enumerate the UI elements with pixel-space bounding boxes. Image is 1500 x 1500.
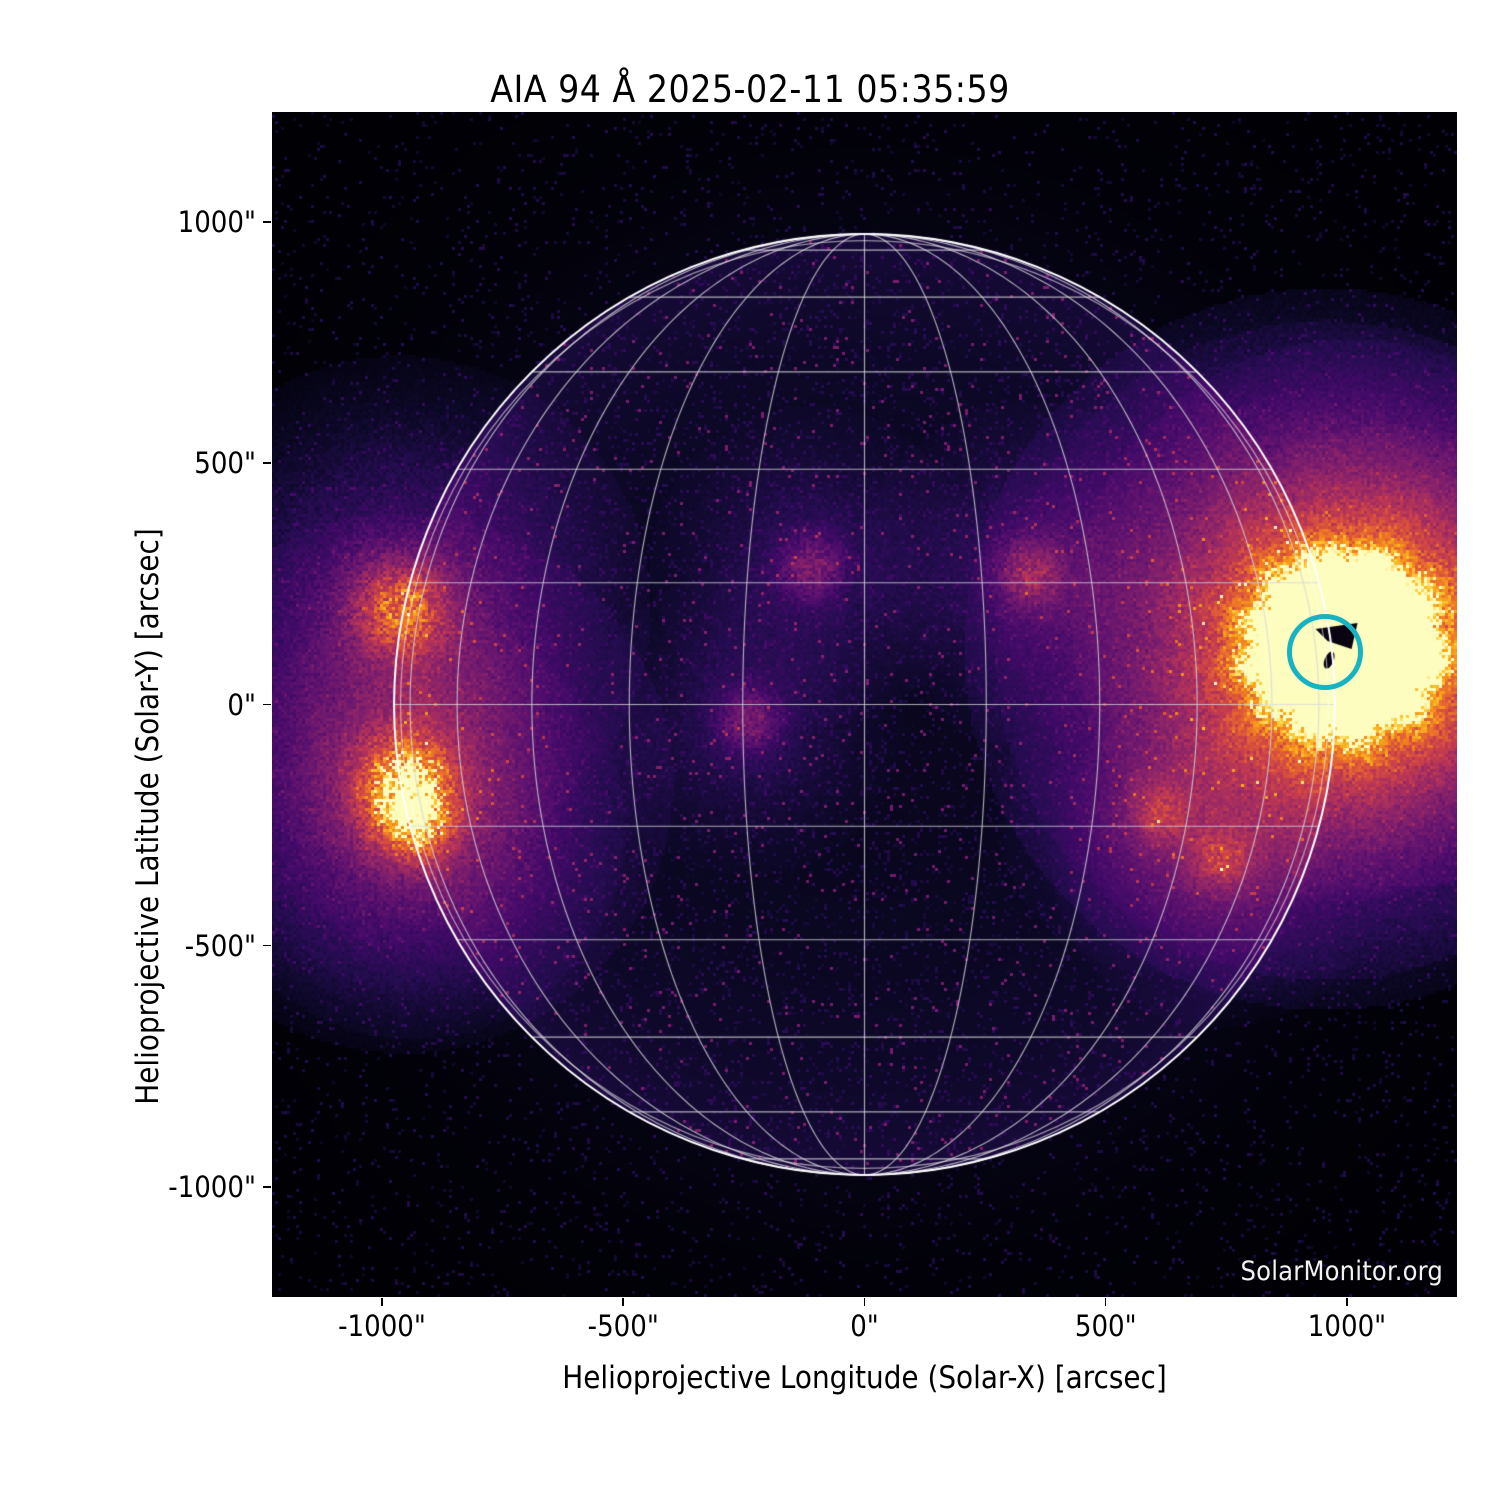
- x-tick-label: 1000": [1307, 1309, 1387, 1343]
- x-tick-mark: [381, 1298, 383, 1306]
- x-tick-mark: [1104, 1298, 1107, 1306]
- y-tick-label: 0": [227, 687, 256, 722]
- active-region-marker-circle[interactable]: [1287, 614, 1364, 691]
- y-tick-mark: [263, 462, 271, 464]
- y-tick-label: 500": [194, 446, 256, 481]
- x-axis-title: Helioprojective Longitude (Solar-X) [arc…: [562, 1360, 1167, 1396]
- solar-disk-image: [272, 112, 1457, 1297]
- x-tick-label: -1000": [338, 1309, 426, 1343]
- sun-image-plot-area[interactable]: SolarMonitor.org: [272, 112, 1457, 1297]
- x-tick-mark: [622, 1298, 624, 1306]
- y-tick-mark: [263, 944, 271, 947]
- y-axis-title-wrapper: Helioprojective Latitude (Solar-Y) [arcs…: [130, 112, 170, 1297]
- x-tick-label: -500": [587, 1309, 659, 1343]
- x-tick-label: 0": [850, 1309, 879, 1343]
- y-tick-label: -500": [184, 928, 256, 963]
- x-tick-mark: [1345, 1298, 1348, 1306]
- y-axis-title: Helioprojective Latitude (Solar-Y) [arcs…: [130, 528, 166, 1105]
- page-title: AIA 94 Å 2025-02-11 05:35:59: [490, 68, 1010, 111]
- y-tick-mark: [263, 221, 271, 223]
- solarmonitor-watermark: SolarMonitor.org: [1240, 1256, 1443, 1287]
- x-tick-mark: [863, 1298, 866, 1306]
- x-tick-label: 500": [1074, 1309, 1137, 1343]
- y-tick-mark: [263, 703, 271, 706]
- y-tick-label: -1000": [168, 1169, 256, 1204]
- y-tick-mark: [263, 1185, 271, 1188]
- y-tick-label: 1000": [177, 205, 256, 239]
